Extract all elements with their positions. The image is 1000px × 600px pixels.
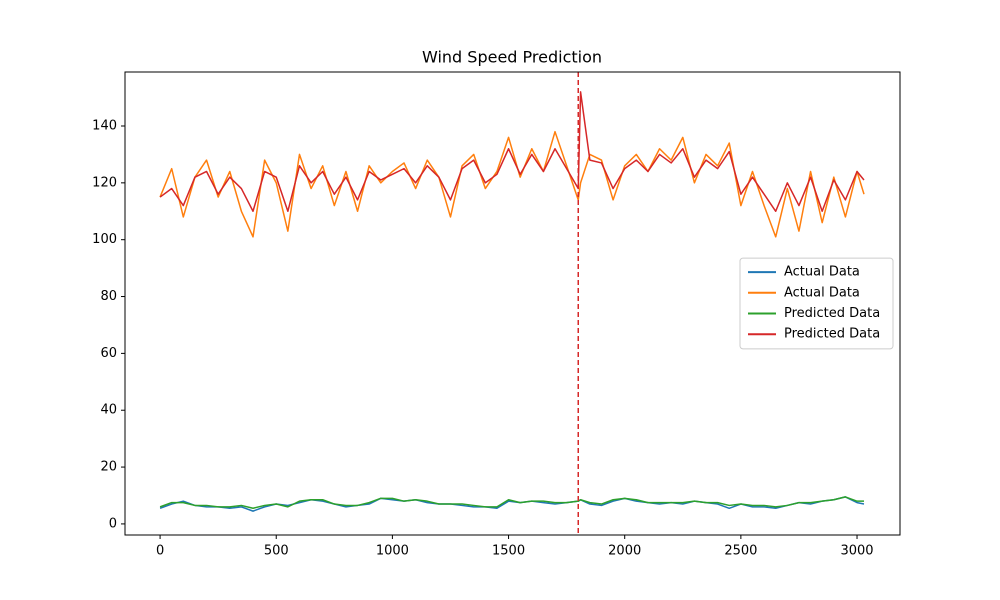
legend-label: Actual Data (784, 265, 860, 280)
data-line (159, 496, 864, 510)
x-tick-label: 3000 (840, 544, 873, 559)
y-tick-label: 40 (100, 403, 117, 418)
legend-label: Predicted Data (784, 306, 880, 321)
x-tick-label: 1000 (376, 544, 409, 559)
legend-box (739, 257, 894, 350)
x-tick-label: 2500 (724, 544, 757, 559)
legend: Actual Data Actual Data Predicted Data Pred… (739, 257, 894, 350)
y-tick-label: 120 (92, 175, 117, 190)
x-tick-label: 0 (156, 544, 164, 559)
y-tick-label: 0 (109, 516, 117, 531)
legend-label: Predicted Data (784, 327, 880, 342)
chart-title: Wind Speed Prediction (422, 48, 602, 67)
data-line (159, 91, 865, 213)
x-tick-label: 1500 (492, 544, 525, 559)
data-line (159, 130, 865, 238)
plot-frame (124, 71, 901, 536)
y-tick-label: 100 (92, 232, 117, 247)
x-tick-label: 500 (264, 544, 289, 559)
data-line (159, 496, 865, 512)
y-tick-label: 20 (100, 460, 117, 475)
x-tick-label: 2000 (608, 544, 641, 559)
y-tick-label: 80 (100, 289, 117, 304)
legend-label: Actual Data (784, 285, 860, 300)
y-tick-label: 140 (92, 119, 117, 134)
y-tick-label: 60 (100, 346, 117, 361)
